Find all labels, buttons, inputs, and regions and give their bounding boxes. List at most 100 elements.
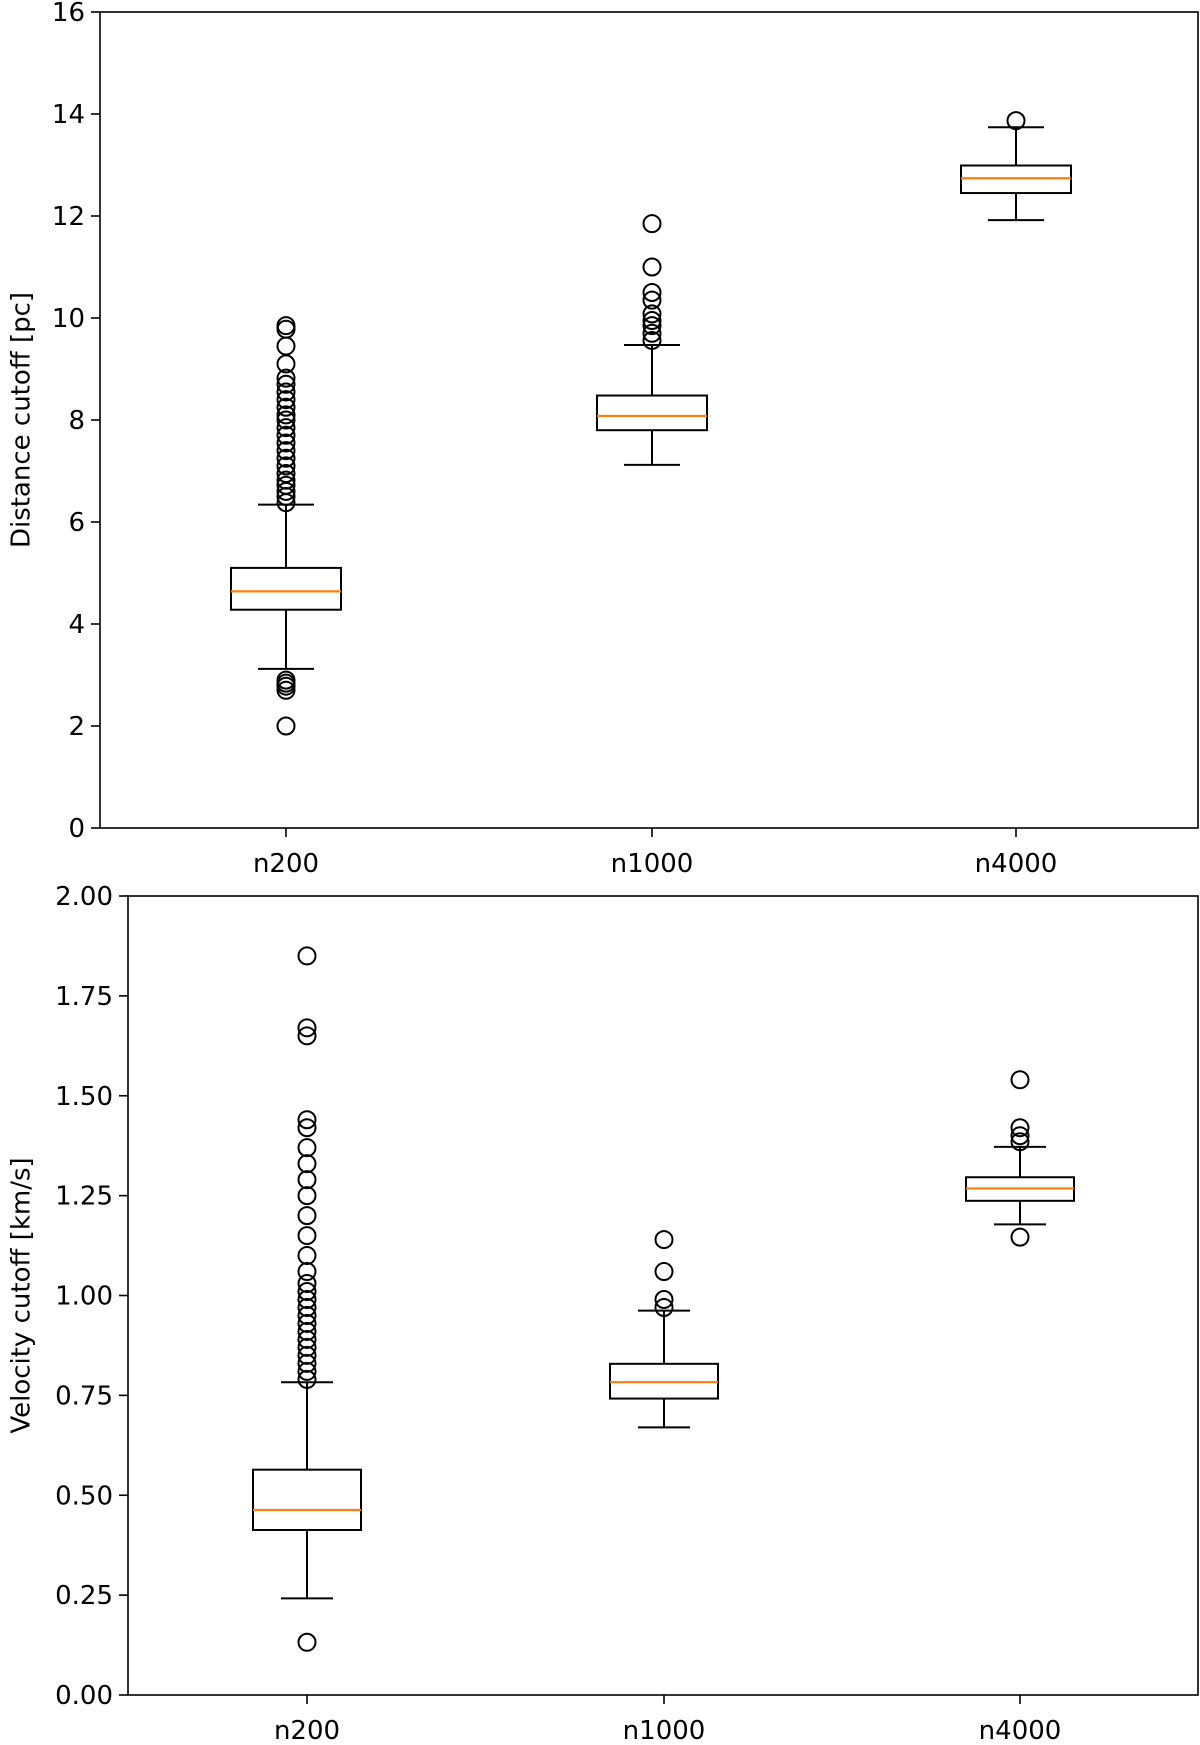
y-tick-label: 1.00 <box>55 1282 113 1312</box>
outlier-point <box>297 946 317 966</box>
outlier-point <box>297 1297 317 1317</box>
y-tick-label: 16 <box>52 0 85 28</box>
y-tick-label: 1.75 <box>55 982 113 1012</box>
y-tick-label: 0.00 <box>55 1681 113 1711</box>
outlier-point <box>297 1361 317 1381</box>
y-tick-label: 6 <box>68 508 85 538</box>
outlier-point <box>297 1018 317 1038</box>
outlier-point <box>297 1186 317 1206</box>
outlier-point <box>276 448 296 468</box>
box-iqr <box>252 1468 362 1532</box>
outlier-point <box>297 1262 317 1282</box>
outlier-point <box>276 716 296 736</box>
outlier-point <box>276 316 296 336</box>
y-tick-label: 1.25 <box>55 1182 113 1212</box>
box-n4000 <box>965 1070 1075 1247</box>
outlier-point <box>297 1282 317 1302</box>
y-tick-label: 2.00 <box>55 882 113 912</box>
outlier-point <box>276 470 296 490</box>
outlier-point <box>297 1632 317 1652</box>
outlier-point <box>1010 1118 1030 1138</box>
box-n4000 <box>960 111 1072 222</box>
outlier-point <box>297 1170 317 1190</box>
y-tick-label: 4 <box>68 610 85 640</box>
outlier-point <box>276 390 296 410</box>
y-tick-label: 0.75 <box>55 1381 113 1411</box>
outlier-point <box>276 410 296 430</box>
outlier-point <box>276 368 296 388</box>
y-tick-label: 8 <box>68 406 85 436</box>
outlier-point <box>276 433 296 453</box>
y-tick-label: 10 <box>52 304 85 334</box>
x-tick-label: n4000 <box>979 1716 1062 1745</box>
outlier-point <box>297 1313 317 1333</box>
outlier-point <box>654 1230 674 1250</box>
outlier-point <box>1010 1132 1030 1152</box>
outlier-point <box>1010 1227 1030 1247</box>
outlier-point <box>297 1110 317 1130</box>
outlier-point <box>276 441 296 461</box>
box-iqr <box>596 394 708 432</box>
y-tick-label: 1.50 <box>55 1082 113 1112</box>
outlier-point <box>654 1262 674 1282</box>
x-tick-label: n200 <box>253 849 319 879</box>
y-tick-label: 2 <box>68 712 85 742</box>
outlier-point <box>276 405 296 425</box>
outlier-point <box>1010 1126 1030 1146</box>
outlier-point <box>654 1297 674 1317</box>
outlier-point <box>297 1246 317 1266</box>
y-axis-label: Distance cutoff [pc] <box>7 292 37 548</box>
outlier-point <box>297 1118 317 1138</box>
outlier-point <box>297 1138 317 1158</box>
box-n200 <box>230 316 342 736</box>
y-tick-label: 14 <box>52 100 85 130</box>
y-tick-label: 0 <box>68 814 85 844</box>
outlier-point <box>297 1353 317 1373</box>
outlier-point <box>297 1289 317 1309</box>
outlier-point <box>297 1321 317 1341</box>
outlier-point <box>276 382 296 402</box>
outlier-point <box>297 1026 317 1046</box>
outlier-point <box>642 330 662 350</box>
outlier-point <box>276 456 296 476</box>
outlier-point <box>297 1369 317 1389</box>
outlier-point <box>276 397 296 417</box>
outlier-point <box>642 304 662 324</box>
box-iqr <box>230 566 342 611</box>
outlier-point <box>642 323 662 343</box>
box-n1000 <box>596 214 708 466</box>
box-n1000 <box>609 1230 719 1429</box>
outlier-point <box>642 257 662 277</box>
box-n200 <box>252 946 362 1652</box>
y-tick-label: 0.50 <box>55 1481 113 1511</box>
outlier-point <box>642 311 662 331</box>
outlier-point <box>276 475 296 495</box>
x-tick-label: n200 <box>274 1716 340 1745</box>
outlier-point <box>642 283 662 302</box>
velocity-cutoff-panel: 0.00 0.25 0.50 0.75 1.00 1.25 1.50 1.75 2.00 Velo… <box>7 882 1199 1745</box>
outlier-point <box>297 1329 317 1349</box>
outlier-point <box>654 1289 674 1309</box>
outlier-point <box>642 316 662 336</box>
outlier-point <box>297 1226 317 1246</box>
outlier-point <box>276 418 296 438</box>
outlier-point <box>276 464 296 484</box>
x-tick-label: n1000 <box>611 849 694 879</box>
outlier-point <box>297 1305 317 1325</box>
x-tick-label: n4000 <box>975 849 1058 879</box>
outlier-point <box>297 1274 317 1294</box>
x-tick-label: n1000 <box>623 1716 706 1745</box>
outlier-point <box>297 1345 317 1365</box>
outlier-point <box>276 670 296 690</box>
distance-cutoff-panel: 0 2 4 6 8 10 12 14 16 Distance cutoff [pc] n200 n10… <box>7 0 1199 879</box>
outlier-point <box>1010 1070 1030 1090</box>
outlier-point <box>642 290 662 310</box>
y-tick-label: 0.25 <box>55 1581 113 1611</box>
outlier-point <box>276 425 296 445</box>
y-tick-label: 12 <box>52 202 85 232</box>
outlier-point <box>276 374 296 394</box>
outlier-point <box>297 1154 317 1174</box>
outlier-point <box>297 1337 317 1357</box>
